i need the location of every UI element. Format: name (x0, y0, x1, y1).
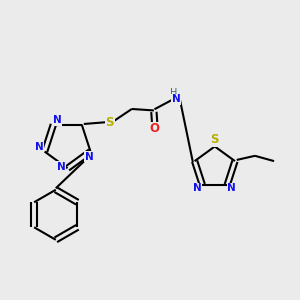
Text: S: S (106, 116, 114, 129)
Text: N: N (57, 162, 65, 172)
Text: O: O (150, 122, 160, 135)
Text: N: N (35, 142, 44, 152)
Text: N: N (52, 115, 61, 125)
Text: N: N (85, 152, 93, 162)
Text: N: N (227, 183, 236, 194)
Text: H: H (170, 88, 177, 98)
Text: N: N (172, 94, 180, 104)
Text: S: S (211, 134, 219, 146)
Text: N: N (193, 183, 201, 194)
